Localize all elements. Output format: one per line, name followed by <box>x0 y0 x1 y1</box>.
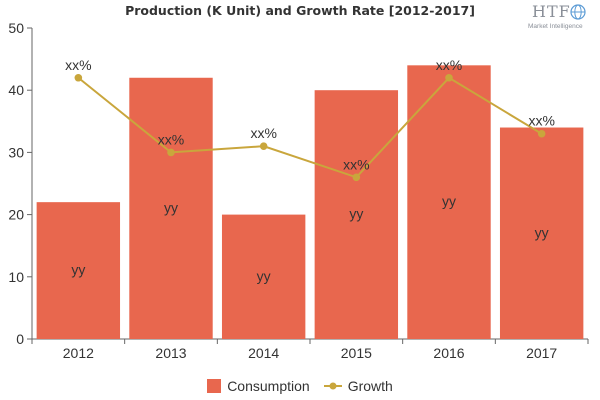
bar-consumption <box>314 90 399 339</box>
bars <box>36 65 584 340</box>
y-tick-label: 30 <box>8 144 24 160</box>
legend-item-consumption[interactable]: Consumption <box>207 378 310 394</box>
growth-data-label: xx% <box>343 156 369 172</box>
growth-data-label: xx% <box>65 57 91 73</box>
y-tick-label: 20 <box>8 207 24 223</box>
legend: Consumption Growth <box>0 378 600 394</box>
bar-data-label: yy <box>349 206 363 222</box>
legend-label-growth: Growth <box>347 378 393 394</box>
growth-point <box>259 142 268 150</box>
bar-consumption <box>129 77 213 339</box>
growth-data-label: xx% <box>158 131 184 147</box>
growth-labels: xx% xx% xx% xx% xx% xx% <box>65 57 555 173</box>
htf-logo: HTF Market Intelligence <box>528 2 594 36</box>
logo-text: HTF <box>532 2 571 21</box>
growth-point <box>74 73 83 82</box>
x-tick-label: 2016 <box>433 345 464 361</box>
growth-data-label: xx% <box>528 113 554 129</box>
bar-consumption <box>499 127 584 340</box>
growth-point <box>167 148 175 157</box>
growth-line <box>77 76 543 179</box>
y-tick-label: 40 <box>8 82 24 98</box>
x-tick-label: 2013 <box>155 345 186 361</box>
growth-point <box>445 73 453 82</box>
legend-swatch-growth <box>323 382 342 390</box>
growth-point <box>537 129 546 138</box>
logo-subtext: Market Intelligence <box>528 23 583 30</box>
bar-labels: yy yy yy yy yy yy <box>71 193 548 284</box>
bar-data-label: yy <box>164 199 178 215</box>
growth-data-label: xx% <box>436 57 462 73</box>
y-tick-labels: 0 10 20 30 40 50 <box>8 20 24 347</box>
x-tick-label: 2012 <box>63 345 94 361</box>
bar-data-label: yy <box>535 224 549 240</box>
bar-data-label: yy <box>442 193 456 209</box>
growth-point <box>352 173 361 182</box>
x-tick-label: 2017 <box>526 345 557 361</box>
chart-title: Production (K Unit) and Growth Rate [201… <box>125 3 475 18</box>
y-tick-label: 0 <box>16 331 24 347</box>
bar-data-label: yy <box>71 262 85 278</box>
y-tick-label: 10 <box>8 269 24 285</box>
bar-consumption <box>407 65 491 339</box>
legend-swatch-consumption <box>207 379 222 393</box>
bar-data-label: yy <box>257 268 271 284</box>
legend-item-growth[interactable]: Growth <box>323 378 393 394</box>
bar-consumption <box>36 202 121 339</box>
axes <box>27 27 589 344</box>
growth-data-label: xx% <box>250 125 276 141</box>
x-tick-labels: 2012 2013 2014 2015 2016 2017 <box>63 345 558 361</box>
globe-icon <box>570 4 586 20</box>
x-tick-label: 2014 <box>248 345 279 361</box>
x-tick-label: 2015 <box>341 345 372 361</box>
bar-consumption <box>221 214 306 339</box>
growth-line-group <box>74 73 546 182</box>
plot-area: yy yy yy yy yy yy xx% xx% xx% xx% xx% xx% 2012 2013… <box>8 20 589 361</box>
y-tick-label: 50 <box>8 20 24 36</box>
legend-label-consumption: Consumption <box>227 378 310 394</box>
